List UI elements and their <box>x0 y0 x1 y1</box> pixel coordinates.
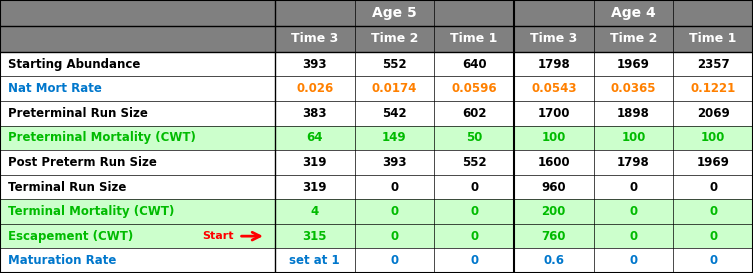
Text: 0: 0 <box>630 254 638 267</box>
Text: 1969: 1969 <box>617 58 650 71</box>
Text: Time 1: Time 1 <box>450 32 498 45</box>
Text: 0: 0 <box>630 205 638 218</box>
Text: 100: 100 <box>701 131 725 144</box>
Text: 64: 64 <box>306 131 323 144</box>
Text: 1898: 1898 <box>617 107 650 120</box>
Text: Time 3: Time 3 <box>291 32 338 45</box>
Text: Time 3: Time 3 <box>530 32 578 45</box>
Text: Time 2: Time 2 <box>370 32 418 45</box>
Text: 0: 0 <box>470 205 478 218</box>
Text: 50: 50 <box>466 131 482 144</box>
Text: 1798: 1798 <box>538 58 570 71</box>
Text: 0: 0 <box>390 230 398 243</box>
Text: 393: 393 <box>303 58 327 71</box>
Text: 552: 552 <box>382 58 407 71</box>
Text: 960: 960 <box>541 180 566 194</box>
Text: 1700: 1700 <box>538 107 570 120</box>
Text: Terminal Mortality (CWT): Terminal Mortality (CWT) <box>8 205 174 218</box>
Text: Nat Mort Rate: Nat Mort Rate <box>8 82 102 95</box>
Bar <box>0 199 753 224</box>
Text: Start: Start <box>203 231 234 241</box>
Text: 0: 0 <box>709 205 717 218</box>
Text: 1798: 1798 <box>617 156 650 169</box>
Bar <box>0 0 753 26</box>
Text: 383: 383 <box>303 107 327 120</box>
Text: 640: 640 <box>462 58 486 71</box>
Text: Age 5: Age 5 <box>372 6 416 20</box>
Text: 149: 149 <box>382 131 407 144</box>
Text: 4: 4 <box>310 205 319 218</box>
Text: Starting Abundance: Starting Abundance <box>8 58 140 71</box>
Text: Post Preterm Run Size: Post Preterm Run Size <box>8 156 157 169</box>
Text: 0.1221: 0.1221 <box>691 82 736 95</box>
Text: 319: 319 <box>303 156 327 169</box>
Text: 100: 100 <box>621 131 645 144</box>
Bar <box>0 126 753 150</box>
Text: 2357: 2357 <box>697 58 730 71</box>
Text: set at 1: set at 1 <box>289 254 340 267</box>
Text: Escapement (CWT): Escapement (CWT) <box>8 230 133 243</box>
Text: 0: 0 <box>470 254 478 267</box>
Text: 319: 319 <box>303 180 327 194</box>
Text: 0.026: 0.026 <box>296 82 334 95</box>
Text: 0: 0 <box>709 254 717 267</box>
Text: 100: 100 <box>541 131 566 144</box>
Text: 0.0596: 0.0596 <box>451 82 497 95</box>
Text: Terminal Run Size: Terminal Run Size <box>8 180 126 194</box>
Text: 0: 0 <box>630 180 638 194</box>
Text: Maturation Rate: Maturation Rate <box>8 254 116 267</box>
Text: 2069: 2069 <box>697 107 730 120</box>
Text: 0.6: 0.6 <box>543 254 564 267</box>
Text: 0: 0 <box>390 254 398 267</box>
Text: Preterminal Run Size: Preterminal Run Size <box>8 107 148 120</box>
Text: Time 1: Time 1 <box>690 32 737 45</box>
Bar <box>0 26 753 52</box>
Text: 0: 0 <box>709 230 717 243</box>
Text: 602: 602 <box>462 107 486 120</box>
Text: 0: 0 <box>709 180 717 194</box>
Text: 315: 315 <box>303 230 327 243</box>
Text: 760: 760 <box>541 230 566 243</box>
Text: 0: 0 <box>470 230 478 243</box>
Text: 1969: 1969 <box>697 156 730 169</box>
Text: 542: 542 <box>382 107 407 120</box>
Text: 393: 393 <box>382 156 407 169</box>
Text: 0: 0 <box>630 230 638 243</box>
Text: 0: 0 <box>470 180 478 194</box>
Text: Age 4: Age 4 <box>611 6 656 20</box>
Text: 0: 0 <box>390 205 398 218</box>
Text: 1600: 1600 <box>538 156 570 169</box>
Text: 0.0365: 0.0365 <box>611 82 656 95</box>
Bar <box>0 224 753 248</box>
Text: 552: 552 <box>462 156 486 169</box>
Text: 0.0543: 0.0543 <box>531 82 577 95</box>
Text: Preterminal Mortality (CWT): Preterminal Mortality (CWT) <box>8 131 196 144</box>
Text: 0: 0 <box>390 180 398 194</box>
Text: 200: 200 <box>541 205 566 218</box>
Text: Time 2: Time 2 <box>610 32 657 45</box>
Text: 0.0174: 0.0174 <box>372 82 417 95</box>
